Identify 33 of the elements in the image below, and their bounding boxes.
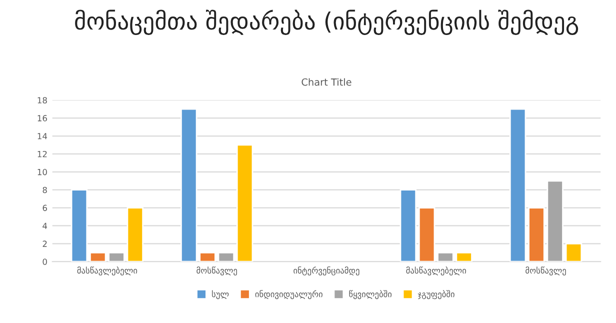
x-tick-label: მასწავლებელი <box>406 266 466 276</box>
y-tick-label: 18 <box>38 97 47 104</box>
legend-label: ინდივიდუალური <box>255 290 322 300</box>
legend-label: წყვილებში <box>349 290 392 300</box>
bar <box>418 207 436 262</box>
x-tick-label: ინტერვენციამდე <box>294 266 360 276</box>
bar <box>509 108 526 262</box>
y-tick-label: 2 <box>42 240 47 247</box>
bar <box>89 252 106 262</box>
bar <box>70 189 88 262</box>
bar <box>126 207 144 262</box>
bar <box>400 189 417 262</box>
y-tick-label: 16 <box>38 115 47 122</box>
y-tick-label: 12 <box>38 150 47 158</box>
chart-subtitle: Chart Title <box>302 78 352 86</box>
bar <box>180 108 198 262</box>
x-tick-label: მოსწავლე <box>196 266 237 276</box>
y-tick-label: 6 <box>42 204 47 212</box>
bar <box>236 144 254 262</box>
y-tick-label: 8 <box>42 186 47 194</box>
bar <box>565 242 582 262</box>
bar <box>218 252 235 262</box>
y-tick-label: 0 <box>42 258 47 265</box>
x-tick-label: მოსწავლე <box>526 266 566 276</box>
chart-title: მონაცემთა შედარება (ინტერვენციის შემდეგ <box>75 10 578 36</box>
bar <box>108 252 125 262</box>
y-tick-label: 14 <box>38 133 48 140</box>
x-tick-label: მასწავლებელი <box>77 266 138 276</box>
legend-label: ჯგუფებში <box>418 290 454 300</box>
bar <box>199 252 216 262</box>
legend-label: სულ <box>212 290 229 300</box>
y-tick-label: 10 <box>38 168 47 176</box>
y-tick-label: 4 <box>42 222 48 229</box>
